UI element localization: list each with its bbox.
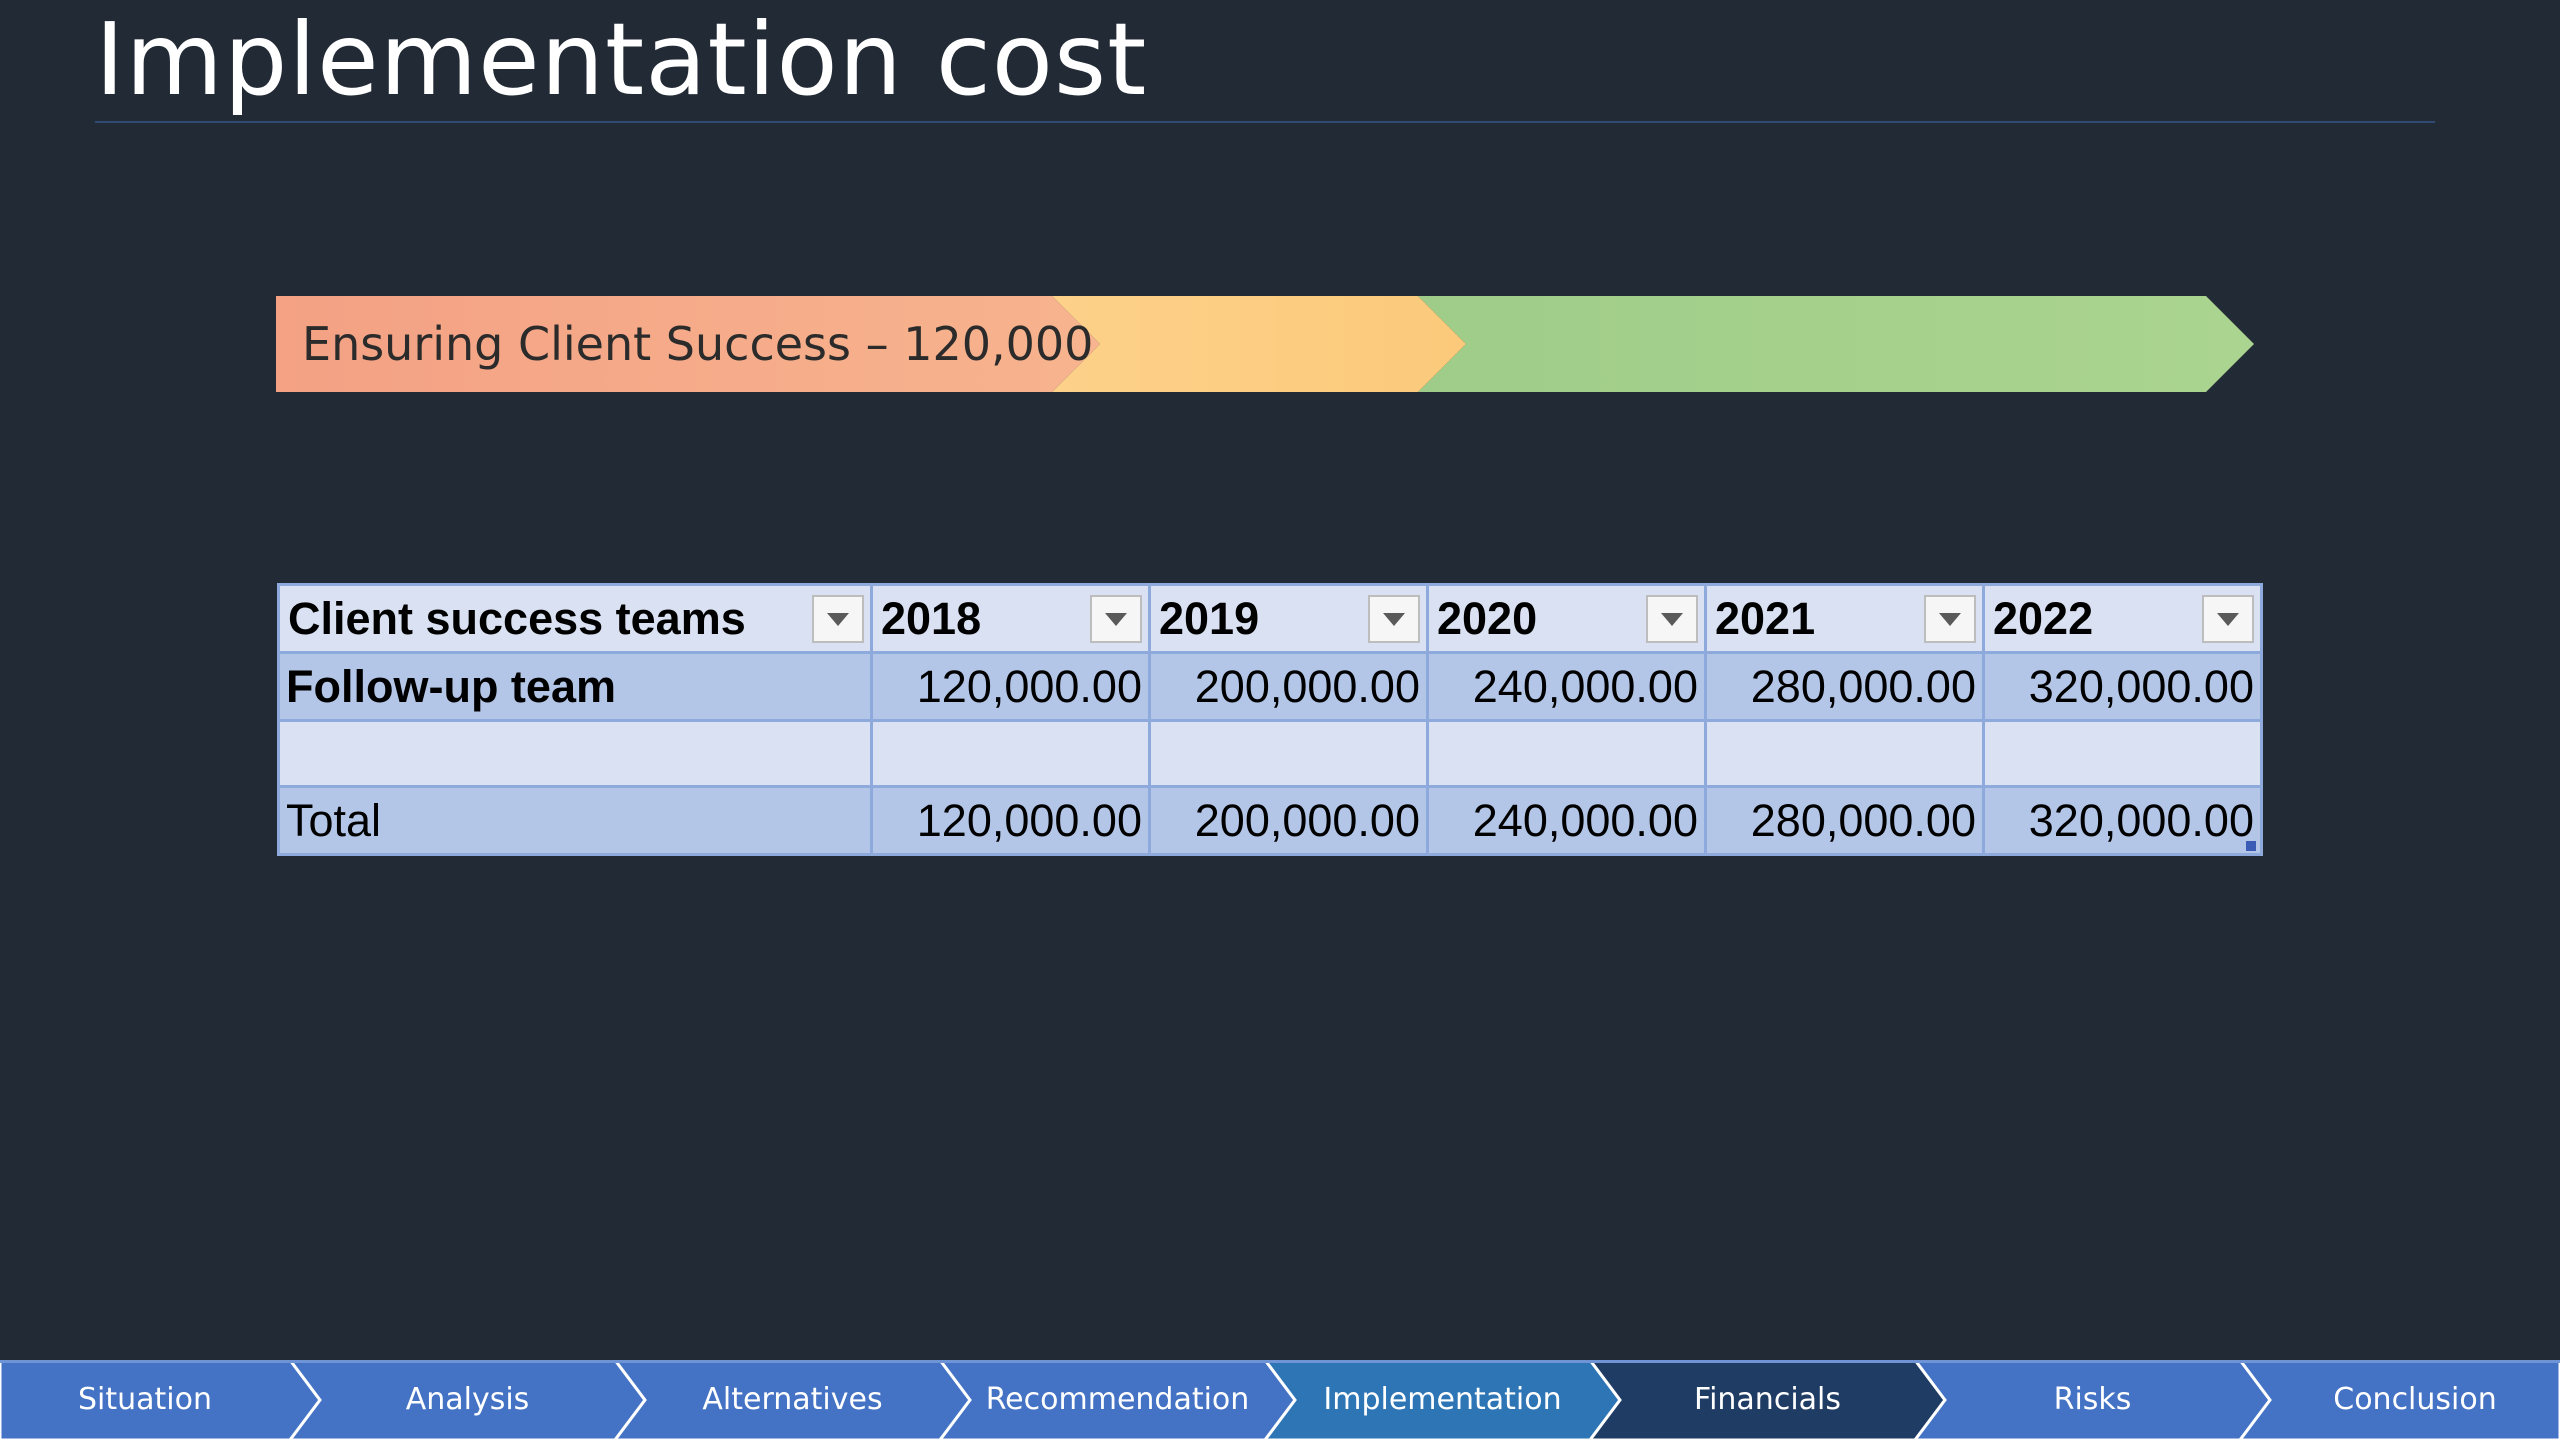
arrow-label: Ensuring Client Success – 120,000 (302, 317, 1094, 371)
nav-chevron-3[interactable] (938, 1360, 1297, 1440)
header-2019: 2019 (1148, 583, 1429, 654)
nav-chevron-2[interactable] (613, 1360, 972, 1440)
table-cell[interactable]: Total (277, 785, 873, 856)
dropdown-arrow-icon[interactable] (1368, 595, 1420, 643)
header-label: 2021 (1715, 592, 1816, 644)
table-header-row: Client success teams 2018 2019 2020 2021… (277, 583, 2263, 654)
nav-chevron-6[interactable] (1913, 1360, 2272, 1440)
nav-item-situation[interactable]: Situation (77, 1382, 212, 1417)
table-cell[interactable]: 320,000.00 (1982, 651, 2263, 722)
slide-title: Implementation cost (95, 1, 1148, 118)
arrow-segment-yellow (1052, 296, 1466, 392)
nav-top-border (0, 1360, 2560, 1363)
table-cell[interactable] (1704, 719, 1985, 788)
table-resize-handle[interactable] (2246, 841, 2256, 851)
title-underline (95, 121, 2435, 123)
table-cell[interactable]: 280,000.00 (1704, 785, 1985, 856)
nav-item-implementation[interactable]: Implementation (1323, 1382, 1562, 1417)
table-row-empty (277, 719, 2263, 788)
table-row-follow-up-team: Follow-up team 120,000.00 200,000.00 240… (277, 651, 2263, 722)
table-cell[interactable] (1148, 719, 1429, 788)
nav-chevron-1[interactable] (288, 1360, 647, 1440)
nav-item-financials[interactable]: Financials (1694, 1382, 1841, 1417)
header-label: 2022 (1993, 592, 2094, 644)
dropdown-arrow-icon[interactable] (2202, 595, 2254, 643)
dropdown-arrow-icon[interactable] (812, 595, 864, 643)
table-cell[interactable]: Follow-up team (277, 651, 873, 722)
table-cell[interactable] (870, 719, 1151, 788)
table-cell[interactable] (1982, 719, 2263, 788)
nav-chevron-5[interactable] (1588, 1360, 1947, 1440)
dropdown-arrow-icon[interactable] (1646, 595, 1698, 643)
section-navigation-bar (0, 1360, 2560, 1440)
arrow-segment-orange (276, 296, 1100, 392)
nav-item-conclusion[interactable]: Conclusion (2333, 1382, 2497, 1417)
header-label: 2019 (1159, 592, 1260, 644)
table-cell[interactable]: 280,000.00 (1704, 651, 1985, 722)
table-cell[interactable] (277, 719, 873, 788)
nav-chevron-7[interactable] (2238, 1360, 2560, 1440)
table-cell[interactable]: 240,000.00 (1426, 785, 1707, 856)
table-cell[interactable] (1426, 719, 1707, 788)
nav-item-analysis[interactable]: Analysis (405, 1382, 530, 1417)
nav-item-risks[interactable]: Risks (2053, 1382, 2132, 1417)
table-cell[interactable]: 200,000.00 (1148, 651, 1429, 722)
dropdown-arrow-icon[interactable] (1090, 595, 1142, 643)
table-cell[interactable]: 320,000.00 (1982, 785, 2263, 856)
arrow-segment-green (1418, 296, 2254, 392)
table-cell[interactable]: 200,000.00 (1148, 785, 1429, 856)
nav-chevron-4[interactable] (1263, 1360, 1622, 1440)
nav-item-recommendation[interactable]: Recommendation (985, 1382, 1250, 1417)
header-label: 2018 (881, 592, 982, 644)
implementation-cost-table: Client success teams 2018 2019 2020 2021… (277, 583, 2263, 856)
nav-item-alternatives[interactable]: Alternatives (702, 1382, 883, 1417)
header-2021: 2021 (1704, 583, 1985, 654)
table-cell[interactable]: 240,000.00 (1426, 651, 1707, 722)
dropdown-arrow-icon[interactable] (1924, 595, 1976, 643)
header-label: Client success teams (288, 592, 746, 644)
header-client-success-teams: Client success teams (277, 583, 873, 654)
table-cell[interactable]: 120,000.00 (870, 651, 1151, 722)
header-2020: 2020 (1426, 583, 1707, 654)
table-row-total: Total 120,000.00 200,000.00 240,000.00 2… (277, 785, 2263, 856)
header-2022: 2022 (1982, 583, 2263, 654)
table-cell[interactable]: 120,000.00 (870, 785, 1151, 856)
client-success-arrow-band (276, 296, 2254, 392)
header-2018: 2018 (870, 583, 1151, 654)
header-label: 2020 (1437, 592, 1538, 644)
